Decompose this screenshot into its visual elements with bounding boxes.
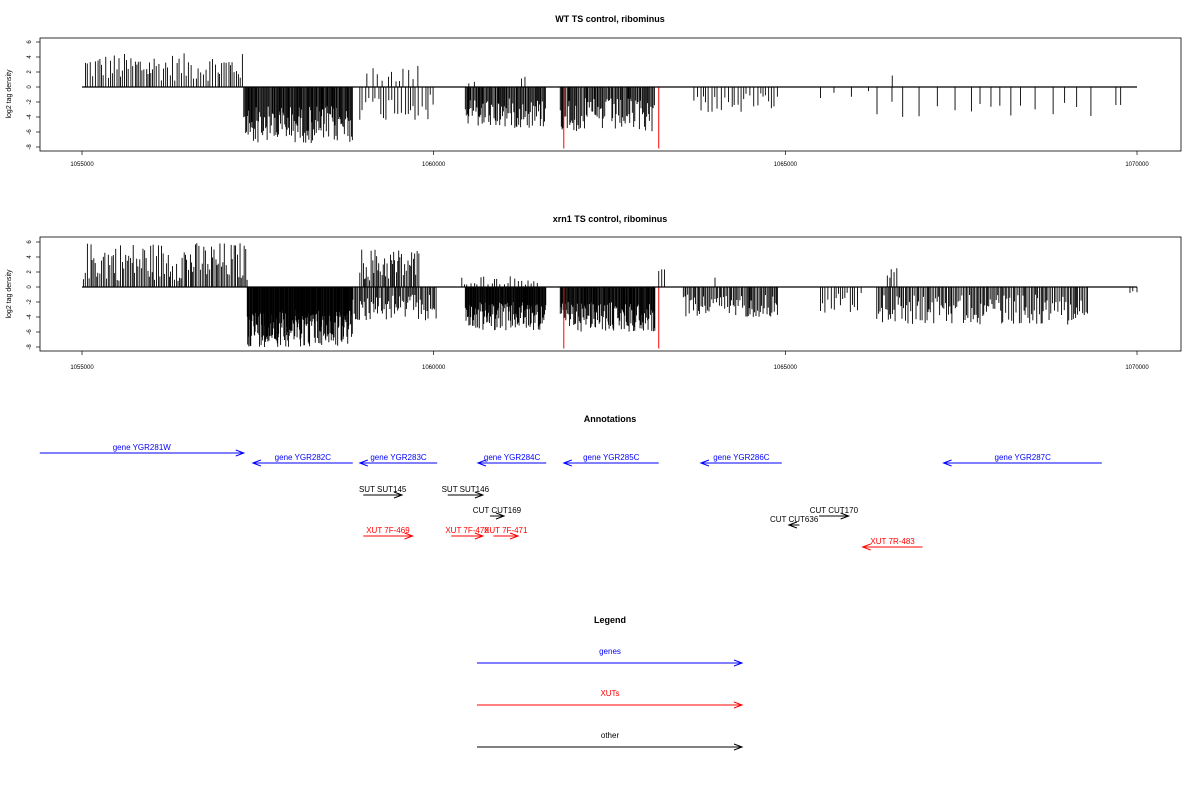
feature-arrow-head [476, 459, 487, 467]
feature-arrow-head [404, 532, 414, 540]
feature-label: XUT 7F-469 [366, 526, 410, 535]
xrn1-y-tick-label: 6 [27, 240, 33, 244]
wt-y-tick-label: -6 [27, 129, 33, 135]
wt-y-tick-label: -2 [27, 99, 33, 105]
feature-arrow-head [358, 459, 368, 467]
xrn1-density-bars [82, 243, 1138, 349]
feature-label: XUT 7F-470 [445, 526, 489, 535]
wt-y-tick-label: 2 [27, 70, 33, 74]
wt-y-tick-label: 0 [27, 85, 33, 89]
feature-arrow-head [474, 491, 485, 499]
feature-arrow-head [840, 512, 851, 520]
wt-y-axis-label: log2 tag density [6, 69, 13, 119]
xrn1-y-tick-label: -6 [27, 329, 33, 335]
feature-label: CUT CUT170 [810, 506, 859, 515]
wt-x-tick-label: 1070000 [1125, 162, 1149, 168]
xrn1-axis-ticks: -8 -6 -4 -2 0 2 4 6 1055000 1060000 1065000 1070000 [27, 240, 1149, 371]
xrn1-y-tick-label: -2 [27, 299, 33, 305]
xrn1-y-tick-label: 4 [27, 255, 33, 259]
wt-density-panel: WT TS control, ribominus log2 tag densit… [6, 14, 1182, 168]
xrn1-x-tick-label: 1070000 [1125, 365, 1149, 371]
wt-y-tick-label: 6 [27, 40, 33, 44]
wt-y-tick-label: -8 [27, 144, 33, 150]
wt-x-tick-label: 1055000 [70, 162, 94, 168]
feature-label: SUT SUT146 [442, 485, 490, 494]
feature-label: gene YGR287C [995, 453, 1052, 462]
xrn1-y-tick-label: 2 [27, 270, 33, 274]
legend-label: XUTs [600, 689, 619, 698]
feature-arrow-head [942, 459, 952, 467]
feature-arrow-head [509, 532, 520, 540]
feature-label: XUT 7R-483 [870, 537, 915, 546]
wt-x-tick-label: 1065000 [774, 162, 798, 168]
wt-density-bars [85, 53, 1122, 149]
legend-arrow-head [733, 659, 744, 667]
annotations-title: Annotations [584, 414, 637, 424]
feature-label: gene YGR282C [275, 453, 332, 462]
xrn1-y-tick-label: -4 [27, 314, 33, 320]
legend-label: genes [599, 647, 621, 656]
feature-label: gene YGR286C [713, 453, 770, 462]
feature-label: SUT SUT145 [359, 485, 407, 494]
feature-arrow-head [474, 532, 485, 540]
xrn1-y-axis-label: log2 tag density [6, 269, 13, 319]
xrn1-y-tick-label: 0 [27, 285, 33, 289]
feature-label: gene YGR283C [370, 453, 427, 462]
wt-axis-ticks: -8 -6 -4 -2 0 2 4 6 1055000 1060000 1065000 1070000 [27, 40, 1149, 168]
feature-label: CUT CUT636 [770, 515, 819, 524]
xrn1-x-tick-label: 1065000 [774, 365, 798, 371]
feature-label: gene YGR285C [583, 453, 640, 462]
feature-arrow-head [861, 543, 871, 551]
legend-label: other [601, 731, 620, 740]
legend-title: Legend [594, 615, 626, 625]
feature-arrow-head [699, 459, 710, 467]
feature-arrow-head [393, 491, 404, 499]
xrn1-x-tick-label: 1055000 [70, 365, 94, 371]
feature-label: gene YGR281W [113, 443, 172, 452]
legend-arrow-head [733, 743, 744, 751]
feature-label: XUT 7F-471 [484, 526, 528, 535]
feature-arrow-head [562, 459, 572, 467]
feature-arrow-head [235, 449, 246, 457]
legend-entries: genes XUTs other [477, 647, 744, 751]
legend-arrow-head [733, 701, 744, 709]
feature-arrow-head [787, 521, 798, 529]
xrn1-panel-title: xrn1 TS control, ribominus [553, 214, 668, 224]
wt-y-tick-label: -4 [27, 114, 33, 120]
wt-panel-title: WT TS control, ribominus [555, 14, 665, 24]
xrn1-x-tick-label: 1060000 [422, 365, 446, 371]
feature-arrow-head [251, 459, 262, 467]
feature-arrow-head [495, 512, 506, 520]
xrn1-density-panel: xrn1 TS control, ribominus log2 tag dens… [6, 214, 1182, 371]
annotation-features: gene YGR281W gene YGR282C gene YGR283C gene… [39, 443, 1102, 551]
wt-plot-frame [39, 37, 1182, 152]
xrn1-y-tick-label: -8 [27, 344, 33, 350]
wt-x-tick-label: 1060000 [422, 162, 446, 168]
wt-y-tick-label: 4 [27, 55, 33, 59]
xrn1-plot-frame [39, 236, 1182, 352]
feature-label: gene YGR284C [484, 453, 541, 462]
feature-label: CUT CUT169 [473, 506, 522, 515]
legend: Legend genes XUTs other [477, 615, 744, 751]
